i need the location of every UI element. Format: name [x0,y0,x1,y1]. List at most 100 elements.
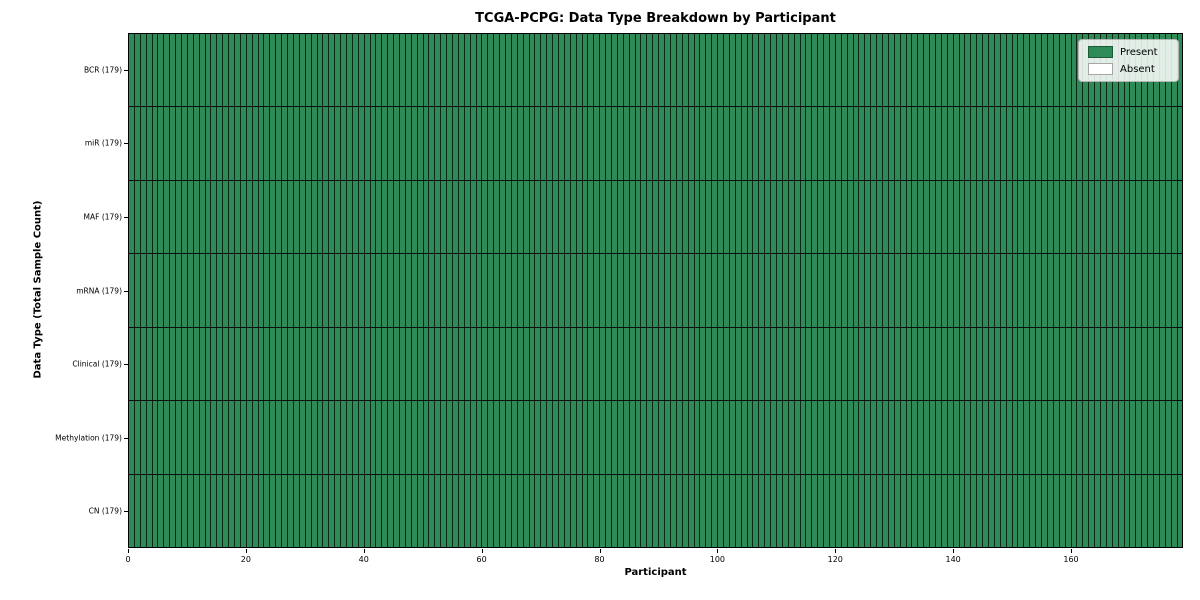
heatmap-cell [793,327,800,401]
heatmap-cell [298,327,305,401]
heatmap-cell [569,254,576,327]
heatmap-cell [605,107,612,180]
heatmap-cell [457,254,464,327]
heatmap-cell [1117,327,1124,401]
heatmap-cell [357,34,364,107]
heatmap-cell [823,401,829,474]
heatmap-cell [257,254,264,327]
heatmap-cell [505,474,511,547]
heatmap-cell [717,107,723,180]
heatmap-cell [787,107,794,180]
heatmap-cell [1147,401,1153,474]
heatmap-cell [681,34,688,107]
heatmap-cell [887,34,894,107]
heatmap-cell [652,474,659,547]
heatmap-cell [257,107,264,180]
heatmap-cell [493,474,500,547]
heatmap-cell [563,180,570,254]
heatmap-cell [717,401,723,474]
heatmap-cell [940,34,947,107]
heatmap-cell [722,34,729,107]
heatmap-cell [999,34,1006,107]
heatmap-cell [1011,327,1018,401]
heatmap-cell [799,474,806,547]
heatmap-cell [292,34,299,107]
heatmap-cell [664,34,670,107]
heatmap-cell [169,180,176,254]
heatmap-cell [958,327,965,401]
heatmap-cell [705,327,712,401]
heatmap-cell [175,401,182,474]
heatmap-cell [416,474,423,547]
heatmap-cell [1117,474,1124,547]
heatmap-cell [257,327,264,401]
heatmap-cell [970,180,977,254]
heatmap-cell [510,327,517,401]
heatmap-cell [510,180,517,254]
heatmap-cell [393,327,399,401]
heatmap-cell [929,254,936,327]
heatmap-cell [734,107,741,180]
heatmap-cell [440,401,447,474]
heatmap-cell [611,180,617,254]
heatmap-cell [198,34,205,107]
heatmap-cell [882,327,888,401]
heatmap-cell [310,474,317,547]
heatmap-cell [210,474,217,547]
heatmap-cell [493,327,500,401]
heatmap-cell [263,327,270,401]
heatmap-cell [1076,254,1083,327]
heatmap-cell [640,327,647,401]
heatmap-cell [993,107,1000,180]
heatmap-cell [151,327,158,401]
heatmap-cell [422,34,429,107]
heatmap-cell [976,401,983,474]
heatmap-cell [451,254,458,327]
heatmap-cell [275,474,282,547]
heatmap-cell [457,107,464,180]
heatmap-cell [717,327,723,401]
heatmap-cell [1064,327,1071,401]
heatmap-cell [805,254,812,327]
heatmap-cell [175,107,182,180]
heatmap-cell [210,34,217,107]
heatmap-cell [345,327,352,401]
heatmap-cell [982,180,989,254]
heatmap-cell [740,254,747,327]
heatmap-cell [440,474,447,547]
heatmap-cell [611,401,617,474]
heatmap-cell [563,327,570,401]
heatmap-cell [740,474,747,547]
heatmap-cell [546,401,553,474]
heatmap-cell [952,474,959,547]
heatmap-cell [387,401,394,474]
heatmap-cell [764,254,771,327]
heatmap-cell [428,34,435,107]
heatmap-cell [410,327,417,401]
y-tick-label: Clinical (179) [72,359,122,369]
heatmap-cell [905,34,912,107]
heatmap-cell [175,327,182,401]
heatmap-cell [993,401,1000,474]
heatmap-cell [923,180,930,254]
heatmap-cell [552,254,559,327]
heatmap-cell [611,474,617,547]
heatmap-cell [1141,107,1148,180]
heatmap-cell [976,254,983,327]
heatmap-cell [334,254,341,327]
heatmap-cell [340,107,346,180]
heatmap-cell [393,401,399,474]
heatmap-cell [887,107,894,180]
heatmap-row [129,401,1183,475]
heatmap-cell [1152,254,1159,327]
heatmap-cell [157,180,164,254]
heatmap-cell [216,180,223,254]
heatmap-cell [1005,107,1012,180]
heatmap-cell [129,401,134,474]
heatmap-cell [334,401,341,474]
heatmap-cell [133,327,140,401]
heatmap-cell [599,474,606,547]
heatmap-cell [369,107,376,180]
heatmap-cell [893,254,900,327]
heatmap-cell [876,34,882,107]
